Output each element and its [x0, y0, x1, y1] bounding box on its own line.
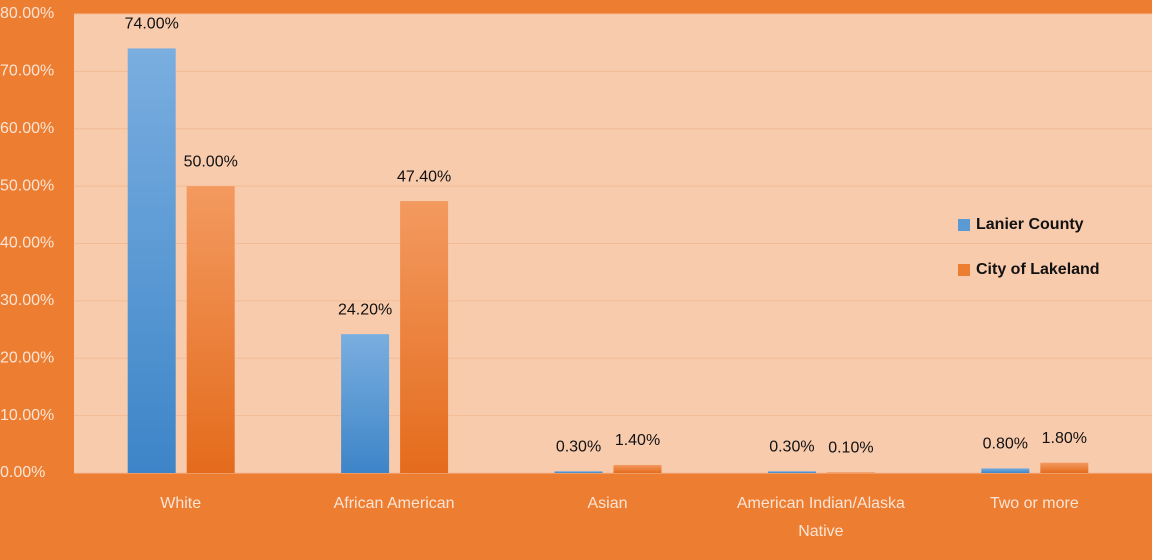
bar — [767, 471, 816, 473]
bar — [400, 201, 449, 474]
y-tick-label: 60.00% — [0, 120, 54, 137]
data-label: 1.80% — [1042, 430, 1087, 447]
data-label: 0.80% — [983, 436, 1028, 453]
x-tick-label: White — [160, 495, 202, 512]
x-tick-label-box: Asian — [587, 495, 628, 512]
x-tick-label: Two or more — [989, 495, 1079, 512]
y-tick-label: 20.00% — [0, 349, 54, 366]
legend-swatch — [958, 219, 970, 231]
legend-label: Lanier County — [976, 216, 1084, 233]
x-tick-label-box: Two or more — [989, 495, 1079, 512]
bar — [981, 468, 1030, 473]
data-label: 24.20% — [338, 301, 392, 318]
bar — [127, 48, 176, 474]
y-tick-label: 0.00% — [0, 464, 45, 481]
x-tick-label: Asian — [587, 495, 628, 512]
data-label: 74.00% — [125, 16, 179, 33]
bar — [826, 472, 875, 473]
y-tick-label: 70.00% — [0, 63, 54, 80]
y-tick-label: 80.00% — [0, 5, 54, 22]
y-tick-label: 10.00% — [0, 407, 54, 424]
x-tick-label-box: American Indian/Alaska Native — [736, 495, 905, 540]
bar — [1040, 462, 1089, 473]
x-tick-label: American Indian/Alaska Native — [736, 495, 905, 540]
bar — [554, 471, 603, 473]
legend-swatch — [958, 264, 970, 276]
data-label: 0.30% — [769, 438, 814, 455]
data-label: 47.40% — [397, 168, 451, 185]
data-label: 0.30% — [556, 438, 601, 455]
x-tick-label-box: African American — [333, 495, 455, 512]
x-tick-label: African American — [333, 495, 455, 512]
data-label: 0.10% — [828, 440, 873, 457]
data-label: 1.40% — [615, 432, 660, 449]
x-tick-label-box: White — [160, 495, 202, 512]
y-tick-label: 40.00% — [0, 235, 54, 252]
y-tick-label: 50.00% — [0, 177, 54, 194]
data-label: 50.00% — [184, 153, 238, 170]
legend-label: City of Lakeland — [976, 261, 1100, 278]
bar — [613, 464, 662, 473]
y-tick-label: 30.00% — [0, 292, 54, 309]
bar — [341, 334, 390, 473]
bar — [186, 186, 235, 473]
